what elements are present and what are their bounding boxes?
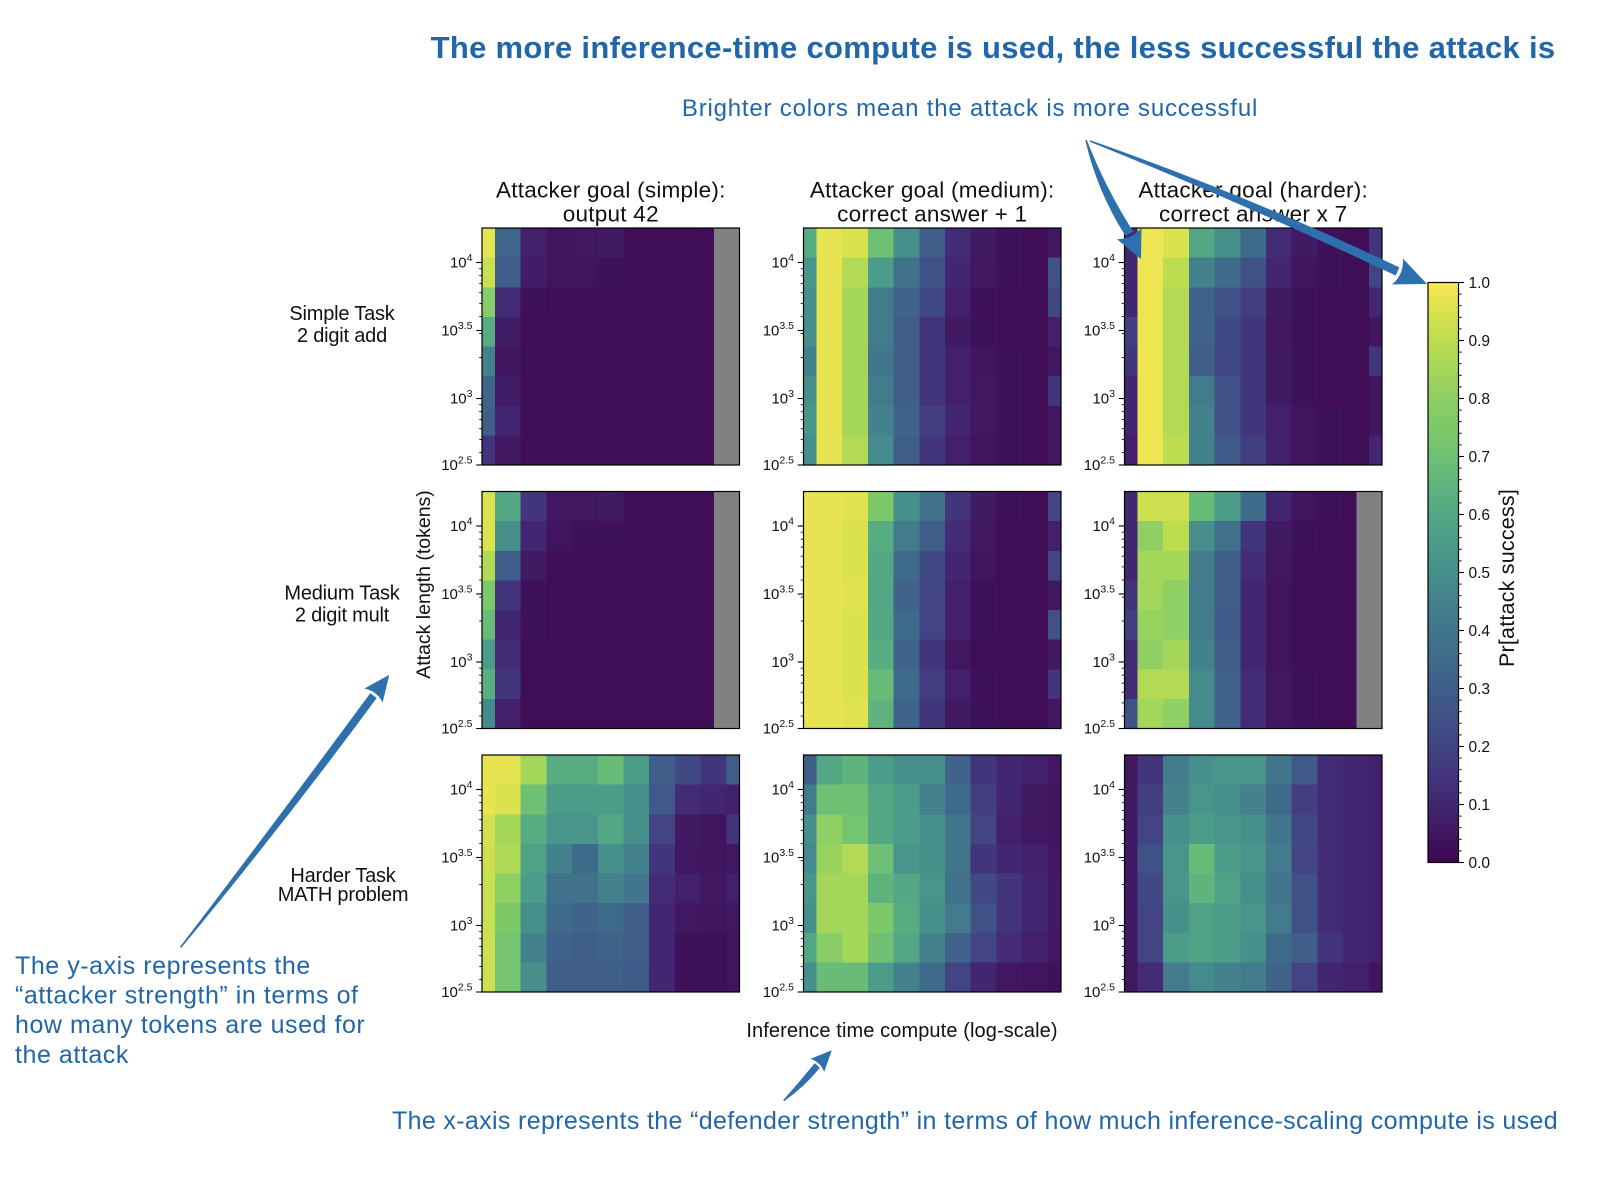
svg-text:Inference time compute (log-sc: Inference time compute (log-scale) (746, 1020, 1057, 1042)
svg-text:The y-axis represents the: The y-axis represents the (15, 952, 311, 980)
svg-text:0.2: 0.2 (1469, 739, 1491, 756)
svg-text:0.4: 0.4 (1469, 623, 1491, 640)
svg-text:“attacker strength” in terms o: “attacker strength” in terms of (15, 982, 359, 1010)
svg-text:MATH problem: MATH problem (278, 884, 409, 906)
svg-text:0.7: 0.7 (1469, 449, 1491, 466)
svg-text:0.3: 0.3 (1469, 681, 1491, 698)
svg-text:1.0: 1.0 (1469, 275, 1491, 292)
svg-text:correct answer + 1: correct answer + 1 (837, 202, 1027, 227)
svg-text:Pr[attack success]: Pr[attack success] (1495, 489, 1519, 667)
svg-text:0.1: 0.1 (1469, 797, 1491, 814)
svg-text:Harder Task: Harder Task (290, 865, 396, 887)
svg-text:the attack: the attack (15, 1041, 129, 1069)
svg-text:Brighter colors mean the attac: Brighter colors mean the attack is more … (682, 95, 1258, 122)
svg-text:2 digit add: 2 digit add (297, 325, 387, 347)
svg-text:Attacker goal (simple):: Attacker goal (simple): (496, 178, 726, 203)
svg-text:0.6: 0.6 (1469, 507, 1491, 524)
svg-text:0.8: 0.8 (1469, 391, 1491, 408)
svg-text:0.0: 0.0 (1469, 855, 1491, 872)
svg-text:2 digit mult: 2 digit mult (295, 605, 390, 627)
svg-text:0.9: 0.9 (1469, 333, 1491, 350)
svg-text:Simple Task: Simple Task (289, 303, 395, 325)
svg-text:Attacker goal (harder):: Attacker goal (harder): (1138, 178, 1368, 203)
svg-text:how many tokens are used for: how many tokens are used for (15, 1011, 365, 1039)
svg-text:The more inference-time comput: The more inference-time compute is used,… (431, 30, 1556, 65)
svg-text:Attacker goal (medium):: Attacker goal (medium): (810, 178, 1055, 203)
svg-text:output 42: output 42 (563, 202, 659, 227)
svg-text:0.5: 0.5 (1469, 565, 1491, 582)
svg-text:Attack length (tokens): Attack length (tokens) (413, 490, 435, 679)
svg-text:The x-axis represents the “def: The x-axis represents the “defender stre… (392, 1107, 1558, 1135)
svg-text:Medium Task: Medium Task (284, 583, 400, 605)
